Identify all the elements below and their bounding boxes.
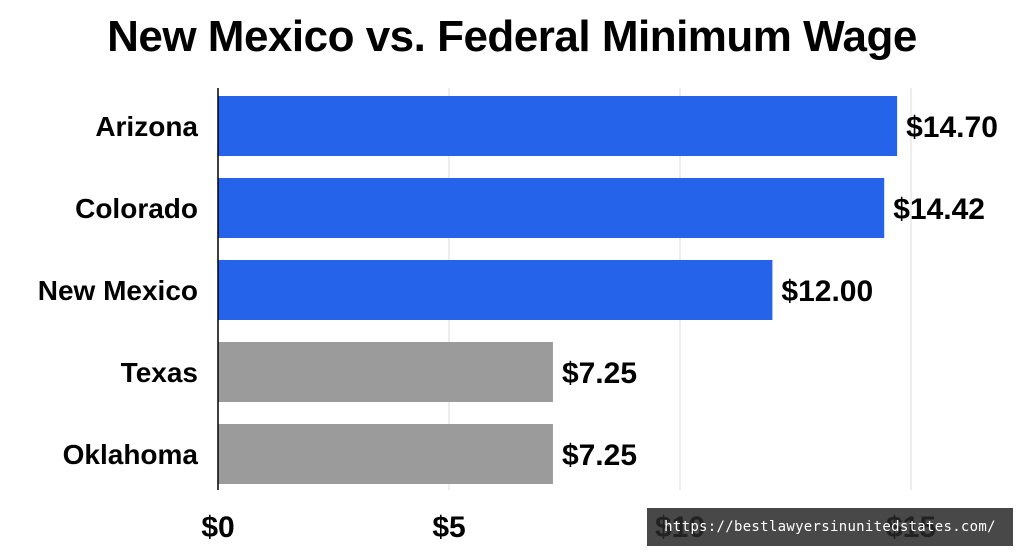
bar-4 <box>218 424 553 484</box>
category-label-4: Oklahoma <box>63 439 199 470</box>
bar-0 <box>218 96 898 156</box>
category-label-3: Texas <box>121 357 198 388</box>
x-tick-label-1: $5 <box>432 511 465 544</box>
category-label-1: Colorado <box>75 193 198 224</box>
bar-2 <box>218 260 773 320</box>
category-label-0: Arizona <box>95 111 198 142</box>
value-label-1: $14.42 <box>893 193 985 226</box>
watermark-url: https://bestlawyersinunitedstates.com/ <box>647 508 1013 546</box>
category-label-2: New Mexico <box>38 275 198 306</box>
value-label-3: $7.25 <box>562 357 637 390</box>
value-label-2: $12.00 <box>781 275 873 308</box>
value-label-0: $14.70 <box>906 111 998 144</box>
bar-3 <box>218 342 553 402</box>
value-label-4: $7.25 <box>562 439 637 472</box>
x-tick-label-0: $0 <box>201 511 234 544</box>
chart-title: New Mexico vs. Federal Minimum Wage <box>107 12 917 61</box>
bar-1 <box>218 178 885 238</box>
